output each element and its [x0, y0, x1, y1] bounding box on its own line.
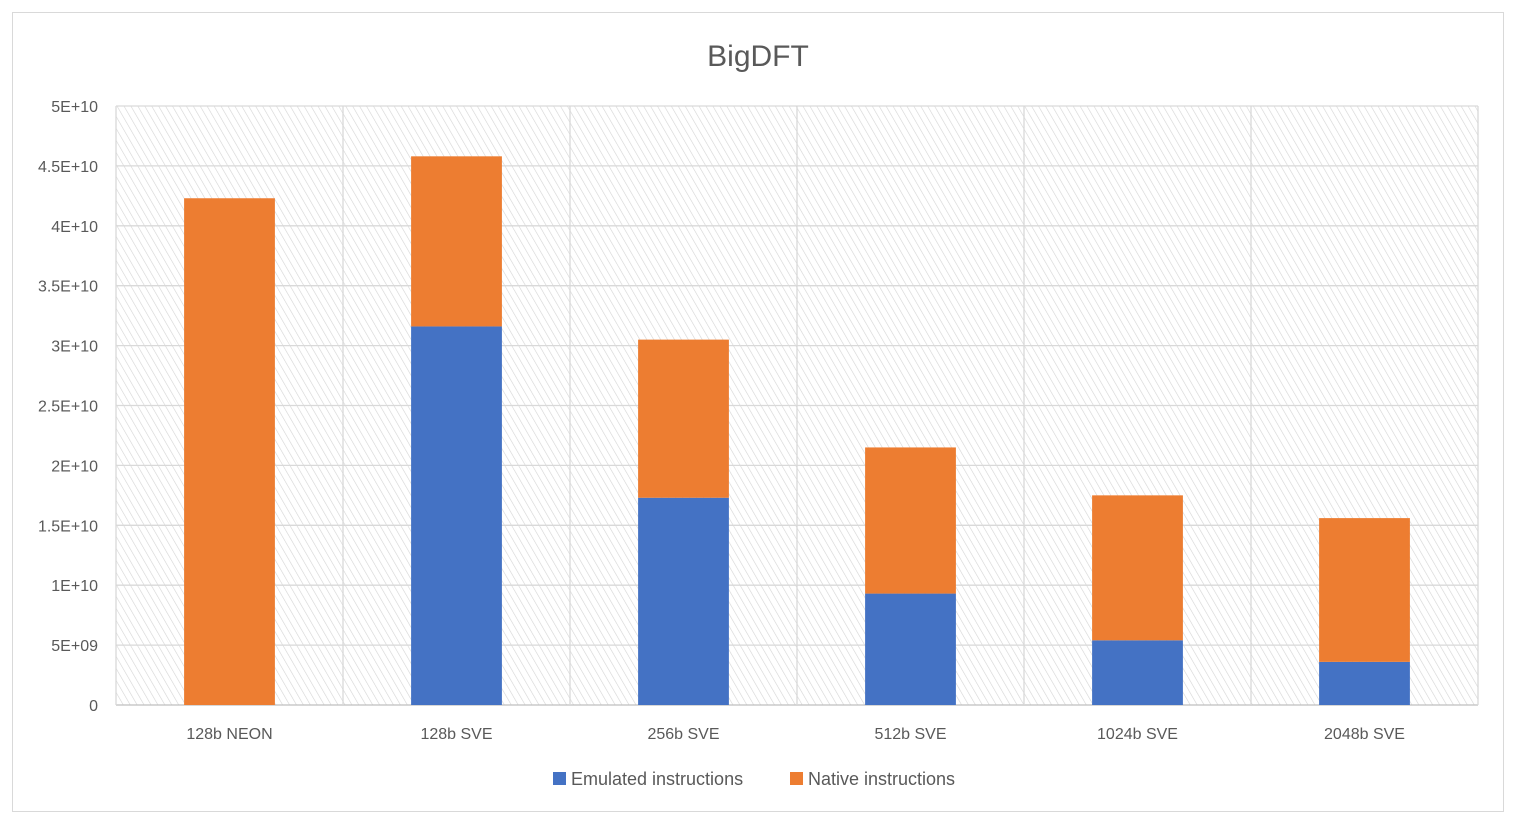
x-tick-label: 2048b SVE	[1324, 726, 1405, 743]
y-tick-label: 5E+10	[51, 99, 98, 116]
y-tick-label: 1.5E+10	[38, 518, 98, 535]
legend-label-emulated: Emulated instructions	[571, 769, 743, 789]
bar-emulated	[411, 326, 502, 705]
gridlines	[115, 105, 1479, 706]
y-tick-label: 1E+10	[51, 578, 98, 595]
bar-native	[1319, 518, 1410, 662]
bar-native	[638, 339, 729, 498]
bar-emulated	[638, 497, 729, 705]
y-tick-label: 5E+09	[51, 638, 98, 655]
x-tick-label: 128b NEON	[186, 726, 272, 743]
legend-label-native: Native instructions	[808, 769, 955, 789]
bar-native	[865, 447, 956, 594]
legend: Emulated instructions Native instructions	[553, 769, 955, 789]
bar-emulated	[1092, 640, 1183, 705]
y-axis: 0 5E+09 1E+10 1.5E+10 2E+10 2.5E+10 3E+10 3.5E+…	[38, 99, 98, 715]
y-tick-label: 0	[89, 698, 98, 715]
bar-native	[184, 198, 275, 705]
legend-swatch-native	[790, 772, 803, 785]
x-axis: 128b NEON 128b SVE 256b SVE 512b SVE 1024b S…	[186, 726, 1405, 743]
chart-title: BigDFT	[707, 40, 809, 73]
bars	[184, 156, 1410, 705]
bar-native	[1092, 495, 1183, 641]
y-tick-label: 2E+10	[51, 458, 98, 475]
x-tick-label: 512b SVE	[874, 726, 946, 743]
y-tick-label: 4.5E+10	[38, 159, 98, 176]
legend-swatch-emulated	[553, 772, 566, 785]
y-tick-label: 3E+10	[51, 339, 98, 356]
bar-emulated	[1319, 661, 1410, 705]
x-tick-label: 1024b SVE	[1097, 726, 1178, 743]
y-tick-label: 4E+10	[51, 219, 98, 236]
y-tick-label: 2.5E+10	[38, 399, 98, 416]
x-tick-label: 256b SVE	[647, 726, 719, 743]
bar-native	[411, 156, 502, 327]
x-tick-label: 128b SVE	[420, 726, 492, 743]
y-tick-label: 3.5E+10	[38, 279, 98, 296]
bar-emulated	[865, 593, 956, 705]
